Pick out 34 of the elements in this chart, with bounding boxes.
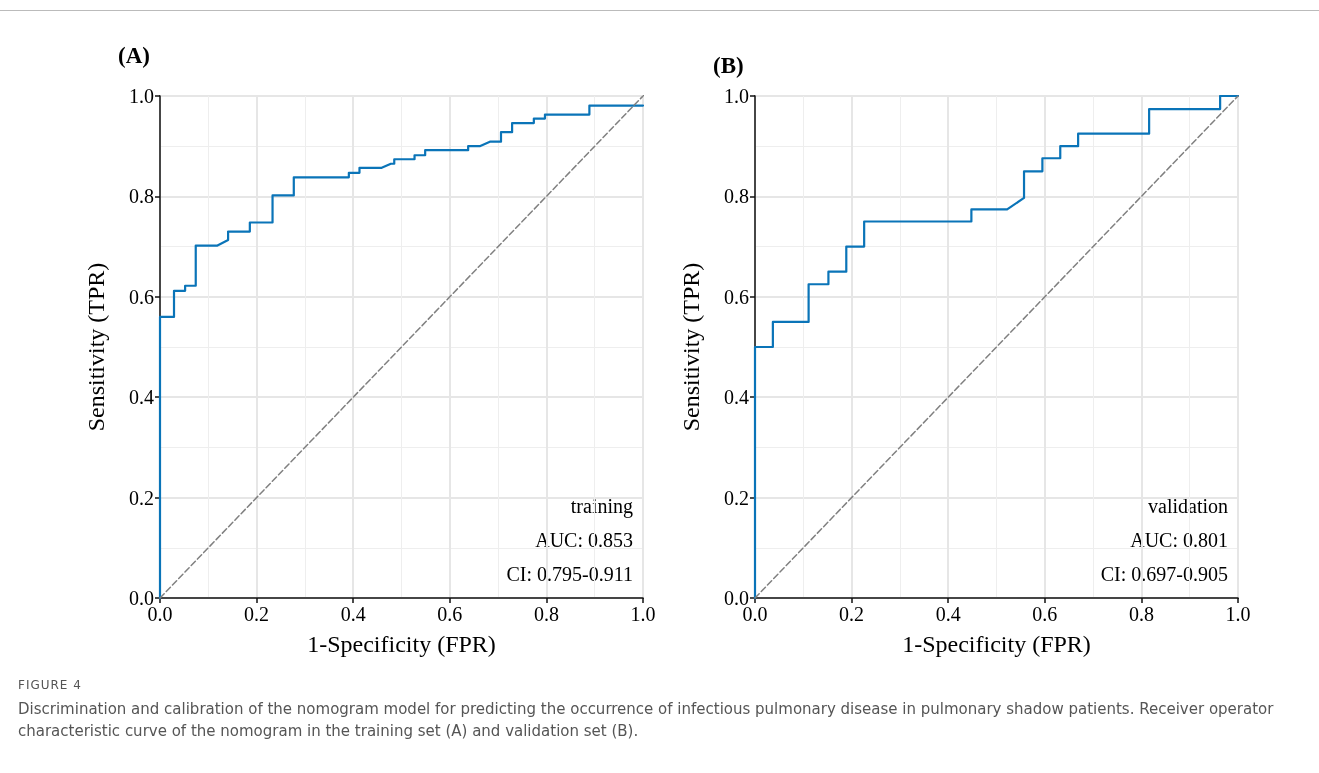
y-tick-label: 0.6 bbox=[724, 285, 749, 308]
y-tick-label: 0.4 bbox=[724, 386, 749, 409]
x-tick-label: 1.0 bbox=[630, 603, 656, 625]
y-tick-label: 1.0 bbox=[724, 85, 749, 107]
x-tick-label: 0.2 bbox=[244, 603, 270, 625]
x-tick-label: 0.6 bbox=[1032, 603, 1058, 625]
x-tick-label: 1.0 bbox=[1225, 603, 1251, 625]
y-axis-title: Sensitivity (TPR) bbox=[83, 262, 109, 432]
annotation: AUC: 0.801 bbox=[1130, 529, 1228, 551]
x-axis-title: 1-Specificity (FPR) bbox=[307, 631, 496, 657]
x-tick-label: 0.6 bbox=[437, 603, 463, 625]
y-tick-label: 0.6 bbox=[129, 285, 154, 308]
chart-title: (B) bbox=[713, 53, 744, 78]
x-tick-label: 0.2 bbox=[839, 603, 865, 625]
y-tick-label: 0.2 bbox=[724, 486, 749, 509]
x-tick-label: 0.8 bbox=[1128, 603, 1154, 625]
x-tick-label: 0.8 bbox=[533, 603, 559, 625]
annotation: CI: 0.697-0.905 bbox=[1100, 563, 1228, 585]
y-tick-label: 0.8 bbox=[724, 185, 749, 208]
y-axis-title: Sensitivity (TPR) bbox=[678, 262, 704, 432]
annotation: validation bbox=[1148, 495, 1228, 517]
x-tick-label: 0.4 bbox=[935, 603, 961, 625]
annotation: AUC: 0.853 bbox=[535, 529, 633, 551]
x-axis-title: 1-Specificity (FPR) bbox=[902, 631, 1091, 657]
y-tick-label: 0.2 bbox=[129, 486, 154, 509]
annotation: training bbox=[570, 495, 633, 518]
x-tick-label: 0.4 bbox=[340, 603, 366, 625]
chart-title: (A) bbox=[118, 43, 150, 68]
y-tick-label: 0.8 bbox=[129, 185, 154, 208]
y-tick-label: 0.4 bbox=[129, 386, 154, 409]
text: Discrimination and calibration of the nomogram model for predicting the occurrence of infectious pulmonary disease in pulmonary shadow patients. Receiver operator characteristic curve of the nomogram in the training set (A) and validation set (B). bbox=[18, 699, 1275, 742]
caption: FIGURE 4 bbox=[18, 678, 83, 692]
y-tick-label: 1.0 bbox=[129, 85, 154, 107]
annotation: CI: 0.795-0.911 bbox=[506, 563, 633, 585]
